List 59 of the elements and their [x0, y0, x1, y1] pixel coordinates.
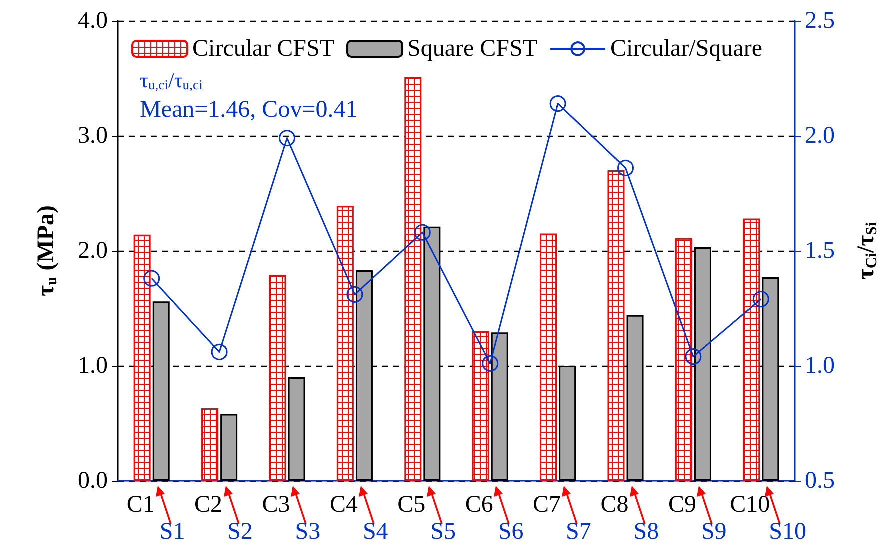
bar — [202, 408, 219, 481]
annotation: Mean=1.46, Cov=0.41 — [140, 97, 358, 123]
text: S10 — [769, 518, 806, 546]
y-tick-label: 3.0 — [78, 123, 108, 149]
point — [414, 224, 431, 241]
x-tick-label: C5 — [398, 492, 426, 518]
point — [752, 291, 770, 308]
text: S2 — [228, 518, 253, 546]
point — [618, 160, 634, 176]
point — [685, 348, 702, 366]
legend-label: Circular CFST — [192, 36, 335, 62]
bar — [404, 77, 422, 481]
y-axis-title: τu (MPa) — [34, 205, 60, 297]
y-tick-label: 4.0 — [78, 8, 108, 34]
y2-tick-label: 1.5 — [805, 238, 835, 264]
bar — [608, 170, 625, 481]
bar — [675, 238, 692, 481]
legend-label: Square CFST — [408, 36, 538, 62]
annotation: τu,ci/τu,ci — [140, 68, 204, 93]
point — [346, 286, 364, 303]
x-tick-label: C6 — [465, 492, 494, 518]
bar — [336, 206, 354, 481]
text: S9 — [701, 518, 727, 546]
point — [482, 355, 499, 372]
y2-tick-label: 1.0 — [805, 353, 835, 379]
x-tick-label: C7 — [533, 492, 562, 518]
bar — [288, 378, 306, 481]
text: S4 — [362, 518, 388, 546]
legend-label: Circular/Square — [610, 36, 762, 62]
text: S5 — [430, 518, 456, 546]
text: S7 — [566, 518, 592, 546]
point — [279, 130, 296, 147]
x-tick-label: C10 — [730, 492, 770, 518]
x-tick-label: C4 — [330, 492, 358, 518]
point — [144, 270, 160, 287]
y2-tick-label: 2.5 — [805, 8, 835, 34]
text: S8 — [634, 518, 660, 546]
x-tick-label: C3 — [262, 492, 290, 518]
y-tick-label: 0.0 — [78, 468, 108, 494]
point — [211, 344, 228, 360]
y-tick-label: 1.0 — [78, 353, 108, 379]
text: S3 — [295, 518, 321, 546]
bar — [743, 218, 760, 481]
bar — [134, 234, 151, 481]
y2-tick-label: 0.5 — [805, 468, 835, 494]
y2-tick-label: 2.0 — [805, 123, 835, 149]
point — [550, 96, 566, 112]
x-tick-label: C8 — [600, 492, 629, 518]
bar — [220, 414, 238, 481]
y2-axis-title: τCi/τSi — [853, 222, 880, 280]
bar — [540, 234, 558, 481]
text: S1 — [160, 518, 186, 546]
x-tick-label: C1 — [126, 492, 155, 518]
bar — [269, 275, 286, 481]
bar — [472, 332, 490, 481]
x-tick-label: C9 — [668, 492, 696, 518]
text: S6 — [498, 518, 524, 546]
y-tick-label: 2.0 — [78, 238, 108, 264]
x-tick-label: C2 — [194, 492, 223, 518]
